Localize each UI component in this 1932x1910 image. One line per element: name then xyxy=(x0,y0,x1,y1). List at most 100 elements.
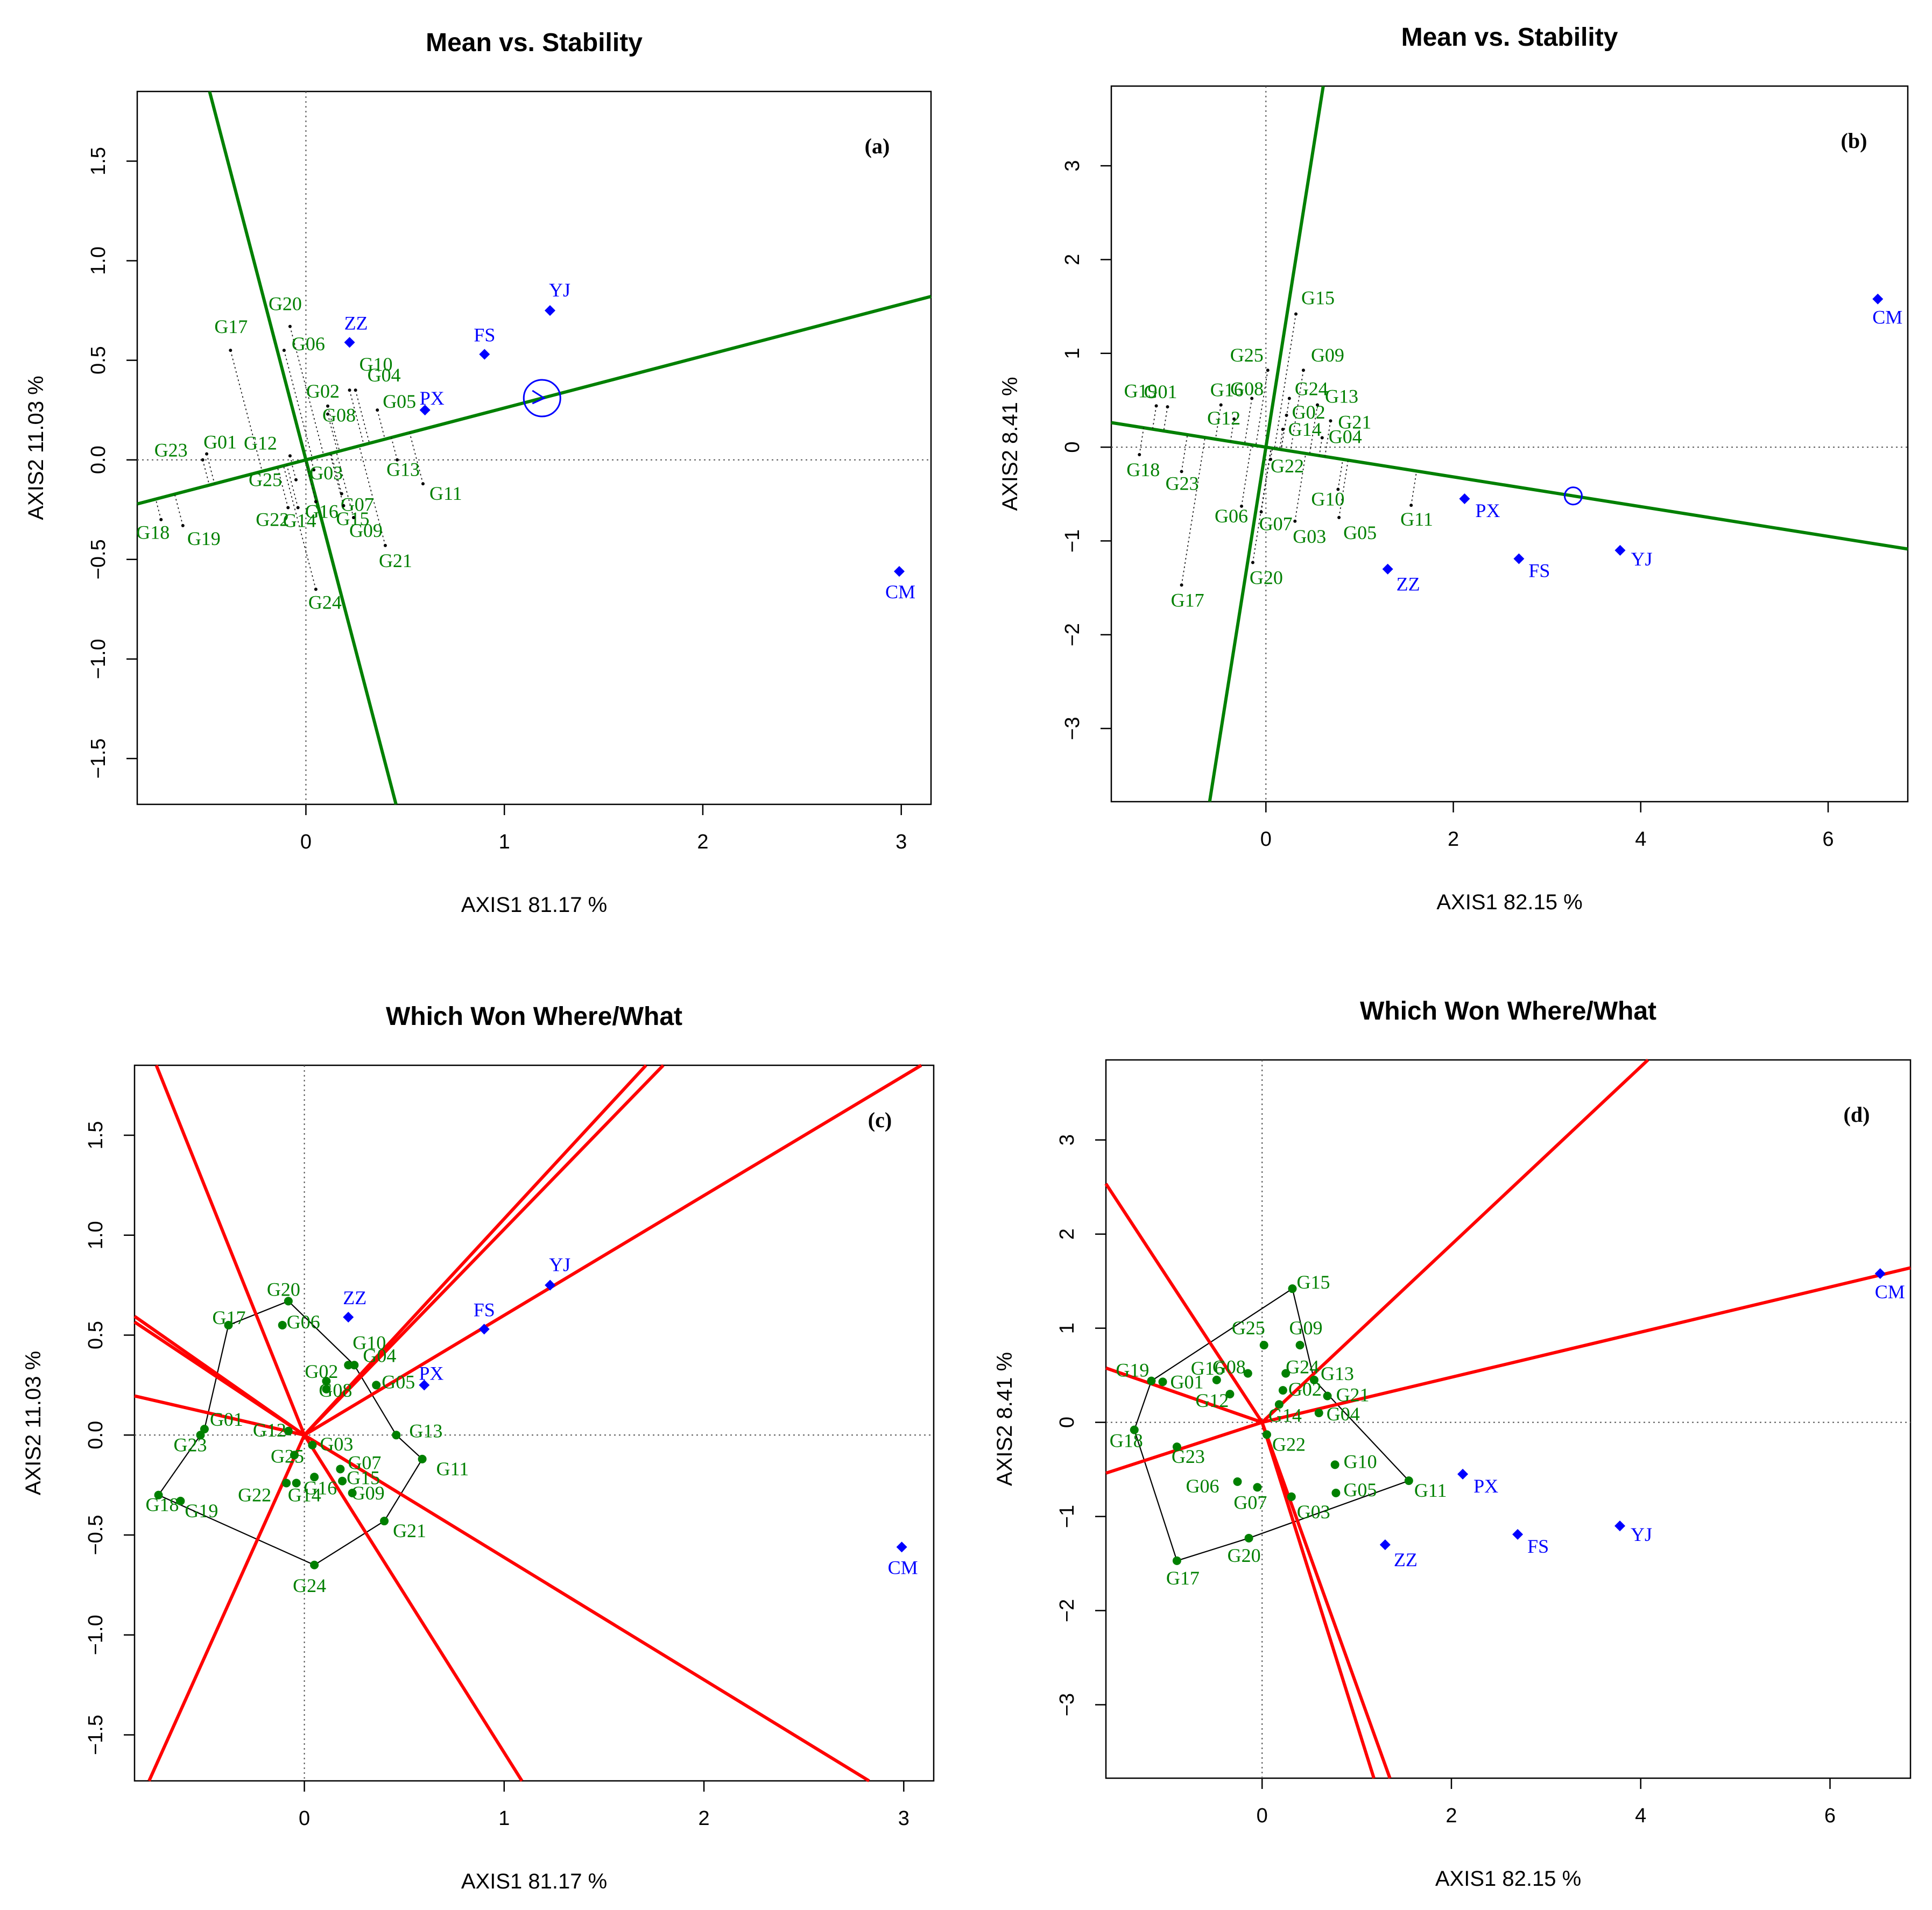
genotype-projection-line xyxy=(277,467,289,508)
sector-ray xyxy=(303,1433,870,1782)
genotype-point: G19 xyxy=(176,1496,218,1522)
environment-label: ZZ xyxy=(344,312,368,334)
genotype-label: G22 xyxy=(1272,1433,1306,1455)
genotype-point: G22 xyxy=(1269,455,1304,477)
average-environment-circle xyxy=(1563,486,1583,506)
x-tick-label: 2 xyxy=(1448,828,1459,851)
genotype-label: G08 xyxy=(322,405,356,426)
genotype-marker xyxy=(1330,1460,1339,1469)
genotype-point: G19 xyxy=(1124,380,1158,408)
environment-marker xyxy=(894,565,905,577)
chart-title: Which Won Where/What xyxy=(386,1002,682,1031)
x-tick-label: 4 xyxy=(1635,828,1646,851)
genotype-marker xyxy=(1274,1400,1284,1409)
genotype-label: G16 xyxy=(305,500,339,522)
genotype-label: G08 xyxy=(1230,378,1264,399)
x-tick-label: 0 xyxy=(1257,1805,1268,1827)
genotype-marker xyxy=(1219,403,1223,407)
biplot-panel-3: Which Won Where/What AXIS1 81.17 % AXIS2 1… xyxy=(22,1002,935,1893)
genotype-marker xyxy=(1320,436,1324,440)
genotype-projection-line xyxy=(202,459,210,485)
environment-label: CM xyxy=(1875,1281,1905,1303)
genotype-projection-line xyxy=(174,494,184,526)
genotype-marker xyxy=(342,504,345,507)
y-tick-label: 0.0 xyxy=(84,1421,107,1449)
genotype-point: G07 xyxy=(1233,1483,1267,1513)
x-tick-label: 3 xyxy=(896,831,907,853)
genotype-point: G11 xyxy=(1404,1476,1447,1501)
genotype-label: G04 xyxy=(363,1345,396,1366)
genotype-label: G25 xyxy=(271,1445,304,1467)
environment-label: YJ xyxy=(1631,1524,1652,1545)
sector-ray xyxy=(303,1064,647,1437)
genotype-point: G16 xyxy=(305,500,339,522)
genotype-point: G14 xyxy=(1281,419,1322,440)
genotype-projection-line xyxy=(1152,406,1157,429)
genotype-label: G04 xyxy=(1329,426,1362,448)
panel-label: (c) xyxy=(868,1108,892,1132)
plot-frame xyxy=(133,1064,935,1782)
genotype-label: G25 xyxy=(1230,344,1264,366)
genotype-point: G04 xyxy=(1320,426,1362,448)
genotype-label: G19 xyxy=(1116,1360,1149,1381)
y-tick-label: 1.0 xyxy=(87,246,110,275)
genotype-point: G24 xyxy=(1287,378,1328,400)
y-tick-label: 0 xyxy=(1061,442,1084,453)
genotype-label: G15 xyxy=(1301,287,1335,309)
genotype-label: G20 xyxy=(1228,1545,1261,1566)
genotype-point: G02 xyxy=(305,1361,338,1385)
genotype-marker xyxy=(314,588,318,591)
genotype-point: G09 xyxy=(349,516,383,541)
genotype-label: G02 xyxy=(1288,1378,1322,1400)
genotype-marker xyxy=(1409,504,1413,507)
genotype-marker xyxy=(154,1490,163,1499)
average-environment-circle xyxy=(523,379,561,418)
y-tick-label: 1.5 xyxy=(84,1121,107,1150)
genotype-point: G03 xyxy=(308,1433,353,1455)
genotype-projection-line xyxy=(290,326,325,456)
genotype-marker xyxy=(1301,369,1305,372)
genotype-label: G24 xyxy=(1286,1356,1319,1378)
genotype-marker xyxy=(290,1451,299,1460)
genotype-projection-line xyxy=(1270,448,1273,459)
genotype-label: G14 xyxy=(1288,419,1322,440)
genotype-label: G18 xyxy=(1110,1430,1143,1452)
environment-label: FS xyxy=(1527,1536,1549,1557)
x-axis-label: AXIS1 81.17 % xyxy=(461,893,607,917)
genotype-label: G17 xyxy=(212,1307,245,1328)
genotype-projection-line xyxy=(284,350,313,458)
genotype-label: G21 xyxy=(1336,1384,1370,1406)
y-tick-label: 1.0 xyxy=(84,1221,107,1249)
genotype-point: G23 xyxy=(1166,470,1199,494)
genotype-point: G23 xyxy=(154,440,205,462)
environment-point: ZZ xyxy=(344,312,368,348)
environment-point: FS xyxy=(474,1299,495,1335)
sector-ray xyxy=(304,1064,922,1437)
y-tick-label: −1 xyxy=(1061,529,1084,553)
genotype-projection-line xyxy=(409,433,424,484)
genotype-marker xyxy=(326,404,329,408)
genotype-marker xyxy=(296,506,300,510)
sector-ray xyxy=(1105,1420,1263,1475)
environment-point: CM xyxy=(1874,1268,1905,1303)
genotype-label: G07 xyxy=(1233,1491,1267,1513)
genotype-point: G24 xyxy=(293,1560,326,1596)
genotype-marker xyxy=(1232,417,1236,421)
genotype-point: G14 xyxy=(288,1479,321,1505)
genotype-label: G24 xyxy=(293,1575,326,1596)
panel-label: (b) xyxy=(1841,129,1867,153)
genotype-label: G19 xyxy=(1124,380,1158,401)
genotype-label: G20 xyxy=(267,1278,300,1300)
environment-point: PX xyxy=(419,387,445,416)
genotype-marker xyxy=(1269,457,1272,461)
genotype-projection-line xyxy=(1139,427,1145,455)
genotype-label: G25 xyxy=(1232,1317,1265,1339)
genotype-marker xyxy=(392,1431,401,1440)
genotype-label: G17 xyxy=(214,316,248,337)
y-tick-label: 3 xyxy=(1056,1134,1078,1145)
genotype-point: G21 xyxy=(1323,1384,1370,1406)
environment-marker xyxy=(1382,563,1393,575)
genotype-point: G18 xyxy=(1110,1425,1143,1452)
genotype-marker xyxy=(1288,1284,1297,1293)
genotype-point: G04 xyxy=(1314,1403,1360,1425)
